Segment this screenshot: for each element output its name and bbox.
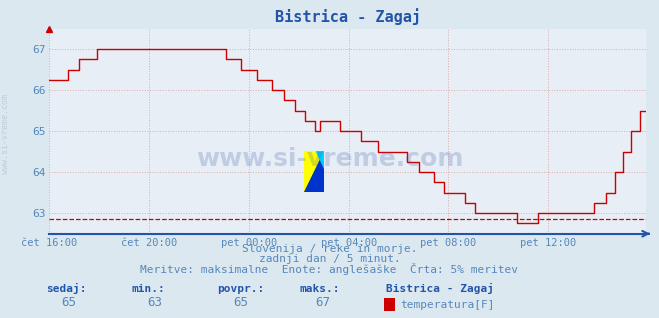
Polygon shape xyxy=(316,151,324,168)
Text: maks.:: maks.: xyxy=(300,284,340,294)
Text: zadnji dan / 5 minut.: zadnji dan / 5 minut. xyxy=(258,254,401,264)
Text: Bistrica - Zagaj: Bistrica - Zagaj xyxy=(386,283,494,294)
FancyBboxPatch shape xyxy=(304,151,324,192)
Text: www.si-vreme.com: www.si-vreme.com xyxy=(196,147,463,171)
Text: www.si-vreme.com: www.si-vreme.com xyxy=(1,93,10,174)
Polygon shape xyxy=(304,151,324,192)
Text: 63: 63 xyxy=(148,296,162,309)
Text: sedaj:: sedaj: xyxy=(46,283,86,294)
Text: 65: 65 xyxy=(233,296,248,309)
Title: Bistrica - Zagaj: Bistrica - Zagaj xyxy=(275,8,420,25)
Text: temperatura[F]: temperatura[F] xyxy=(400,300,494,310)
Text: 67: 67 xyxy=(316,296,330,309)
Text: min.:: min.: xyxy=(132,284,165,294)
Text: povpr.:: povpr.: xyxy=(217,284,265,294)
Text: Slovenija / reke in morje.: Slovenija / reke in morje. xyxy=(242,244,417,254)
Text: 65: 65 xyxy=(62,296,76,309)
Text: Meritve: maksimalne  Enote: anglešaške  Črta: 5% meritev: Meritve: maksimalne Enote: anglešaške Čr… xyxy=(140,263,519,275)
